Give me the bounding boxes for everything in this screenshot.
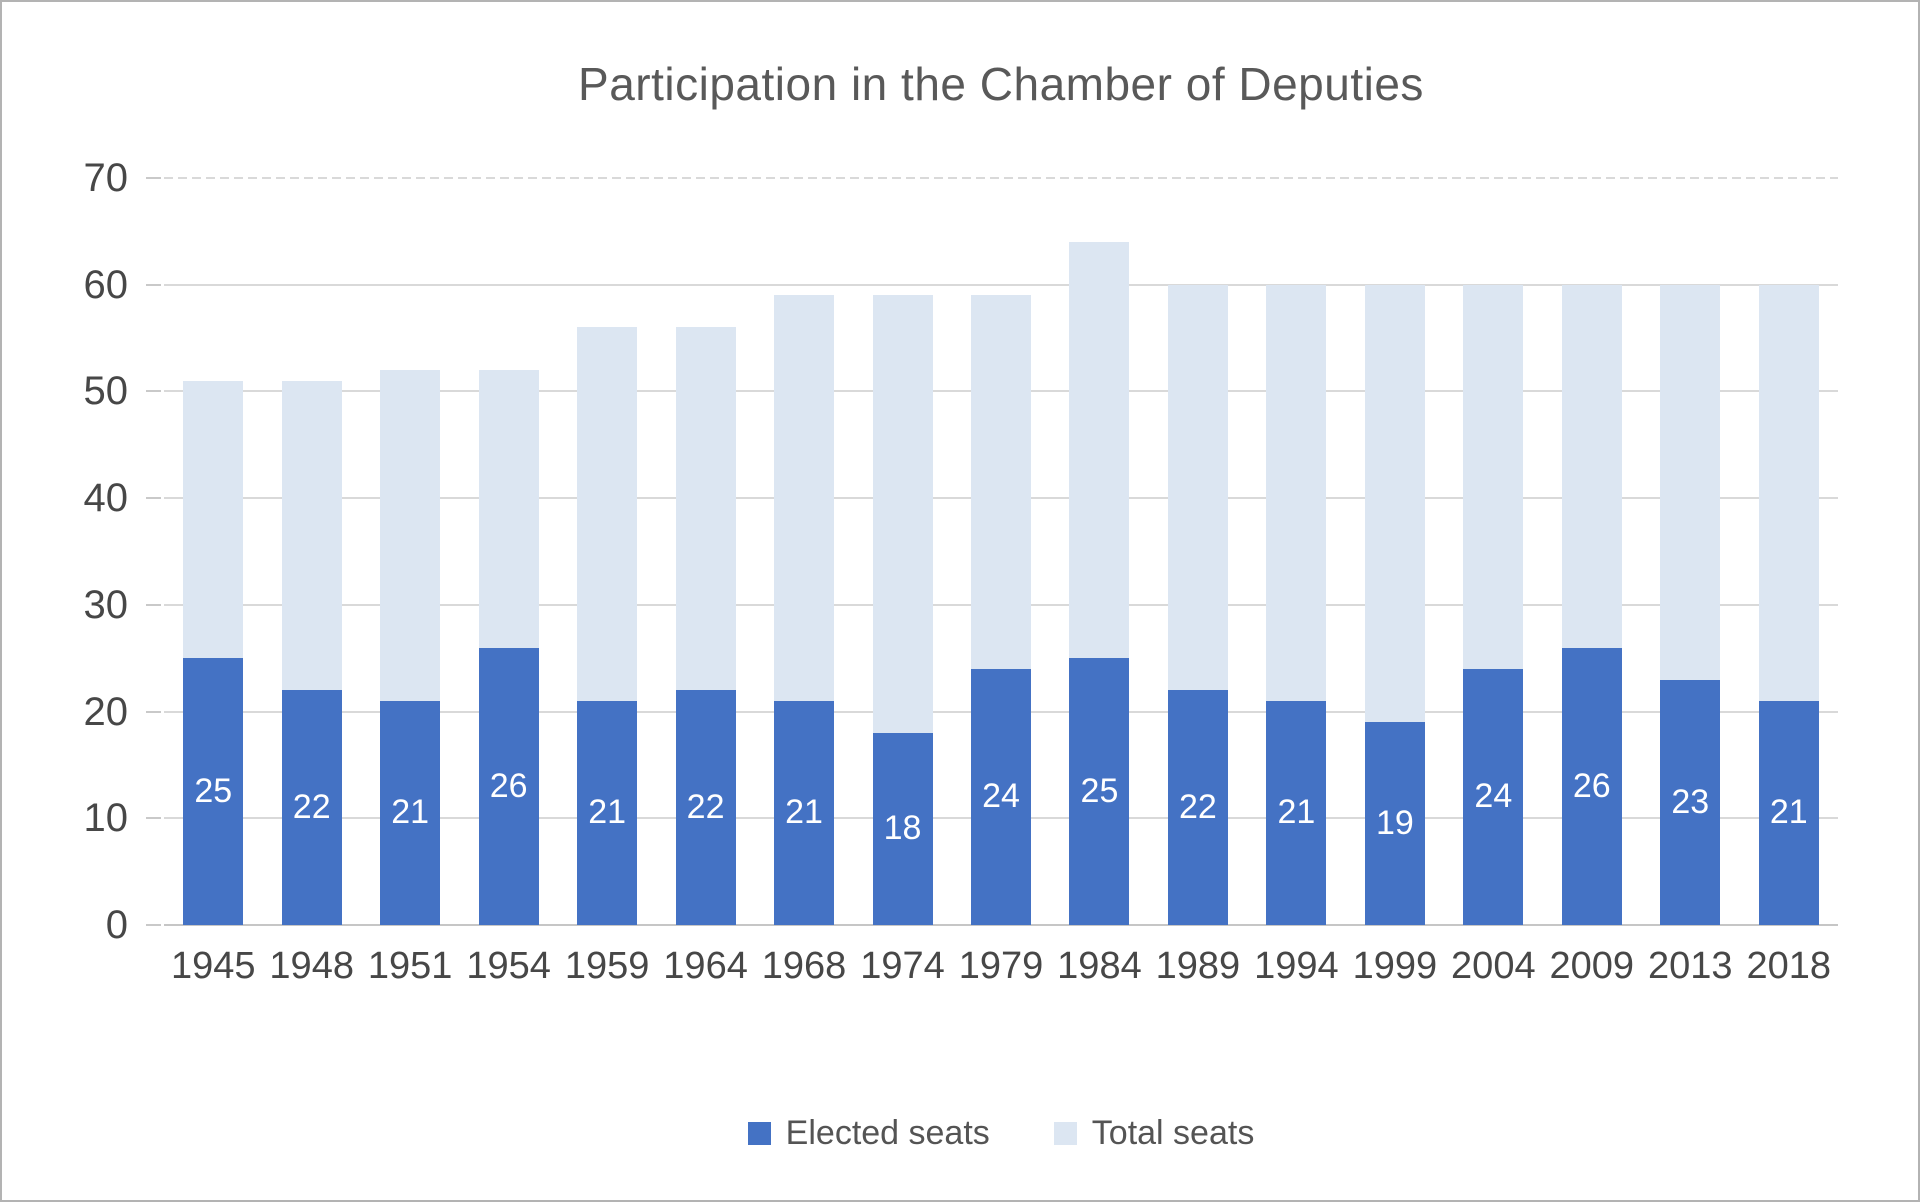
bar-value-label-1979: 24 [982,777,1020,816]
x-axis-label-1989: 1989 [1155,945,1241,987]
bar-value-label-1968: 21 [785,793,823,832]
y-tick-40 [146,497,161,500]
bars-row: 25 22 21 26 21 22 21 18 24 25 22 21 19 24 26 23 21 [164,178,1838,925]
elected-seats-bar-1954: 26 [478,647,539,925]
bar-group-1945: 25 [164,178,262,925]
elected-seats-bar-2009: 26 [1561,647,1622,925]
x-axis-label-1984: 1984 [1057,945,1142,987]
y-axis-label-10: 10 [83,796,129,841]
y-tick-50 [146,390,161,393]
elected-seats-bar-2004: 24 [1463,668,1524,925]
elected-seats-bar-1945: 25 [183,658,244,925]
legend: Elected seats Total seats [164,1114,1838,1153]
elected-seats-bar-1948: 22 [281,690,342,925]
elected-seats-bar-1968: 21 [774,700,835,925]
bar-group-2013: 23 [1641,178,1739,925]
legend-item-elected-seats: Elected seats [747,1114,990,1153]
elected-seats-bar-2013: 23 [1660,679,1721,925]
y-tick-60 [146,283,161,286]
x-axis-label-1968: 1968 [761,945,847,987]
bar-value-label-1999: 19 [1375,804,1414,843]
y-tick-0 [146,924,161,926]
bar-value-label-1964: 22 [686,788,725,827]
elected-seats-bar-2018: 21 [1758,700,1819,925]
x-axis-label-1994: 1994 [1254,945,1339,987]
y-tick-30 [146,603,161,606]
x-axis: 1945 1948 1951 1954 1959 1964 1968 1974 1979 1984… [164,945,1838,988]
bar-value-label-1984: 25 [1080,772,1119,811]
bar-value-label-2013: 23 [1671,782,1710,821]
bar-value-label-1989: 22 [1179,788,1217,827]
total-seats-swatch-icon [1053,1122,1077,1145]
x-axis-label-2018: 2018 [1746,945,1831,987]
bar-group-1964: 22 [656,178,754,925]
bar-value-label-1959: 21 [588,793,627,832]
y-tick-20 [146,710,161,713]
elected-seats-bar-1979: 24 [970,668,1031,925]
bar-value-label-1951: 21 [391,793,430,832]
bar-group-1984: 25 [1050,178,1148,925]
bar-group-1994: 21 [1247,178,1345,925]
bar-value-label-2004: 24 [1474,777,1513,816]
bar-value-label-1945: 25 [194,772,233,811]
legend-label: Elected seats [785,1114,990,1152]
gridline-70 [164,177,1838,179]
x-axis-label-1964: 1964 [663,945,748,987]
bar-group-2004: 24 [1444,178,1542,925]
x-axis-label-1948: 1948 [269,945,354,987]
x-axis-label-1959: 1959 [564,945,650,987]
y-tick-10 [146,817,161,820]
gridline-60 [164,283,1838,286]
y-axis-label-70: 70 [83,156,129,200]
y-axis-label-30: 30 [83,582,129,627]
x-axis-label-1999: 1999 [1352,945,1438,987]
x-axis-label-2004: 2004 [1451,945,1536,987]
bar-value-label-2009: 26 [1572,766,1611,805]
y-axis-label-20: 20 [83,689,129,734]
elected-seats-bar-1951: 21 [380,700,441,925]
elected-seats-bar-1984: 25 [1069,658,1130,925]
x-axis-label-2009: 2009 [1549,945,1635,987]
x-axis-label-1951: 1951 [367,945,453,987]
elected-seats-bar-1989: 22 [1167,690,1228,925]
bar-value-label-1954: 26 [489,766,528,805]
bar-value-label-1974: 18 [883,809,922,848]
bar-group-1954: 26 [459,178,557,925]
y-axis-label-50: 50 [83,369,129,414]
bar-group-2018: 21 [1740,178,1838,925]
y-tick-70 [146,177,161,179]
x-axis-label-1945: 1945 [170,945,256,987]
elected-seats-bar-1959: 21 [577,700,638,925]
y-axis-label-0: 0 [105,903,128,947]
elected-seats-bar-1999: 19 [1364,722,1425,925]
legend-item-total-seats: Total seats [1053,1114,1255,1153]
legend-label: Total seats [1091,1114,1255,1152]
x-axis-label-1954: 1954 [466,945,551,987]
bar-value-label-2018: 21 [1769,793,1808,832]
bar-group-1974: 18 [853,178,951,925]
chart-title: Participation in the Chamber of Deputies [578,58,1424,110]
x-axis-label-1979: 1979 [958,945,1044,987]
bar-group-1959: 21 [558,178,656,925]
bar-value-label-1948: 22 [292,788,331,827]
y-axis-label-40: 40 [83,476,129,521]
gridline-0 [164,924,1838,926]
plot-area: 25 22 21 26 21 22 21 18 24 25 22 21 19 24 26 23 21 [146,177,1838,926]
bar-group-1979: 24 [952,178,1050,925]
y-axis-label-60: 60 [83,262,129,307]
elected-seats-bar-1974: 18 [872,732,933,925]
x-axis-label-2013: 2013 [1647,945,1733,987]
elected-seats-bar-1994: 21 [1266,700,1327,925]
bar-group-1948: 22 [262,178,360,925]
bar-group-1951: 21 [361,178,459,925]
elected-seats-bar-1964: 22 [675,690,736,925]
x-axis-label-1974: 1974 [860,945,945,987]
bar-group-1989: 22 [1149,178,1247,925]
bar-group-1999: 19 [1346,178,1444,925]
bar-group-2009: 26 [1543,178,1641,925]
bar-value-label-1994: 21 [1277,793,1316,832]
elected-seats-swatch-icon [747,1122,771,1145]
bar-group-1968: 21 [755,178,853,925]
